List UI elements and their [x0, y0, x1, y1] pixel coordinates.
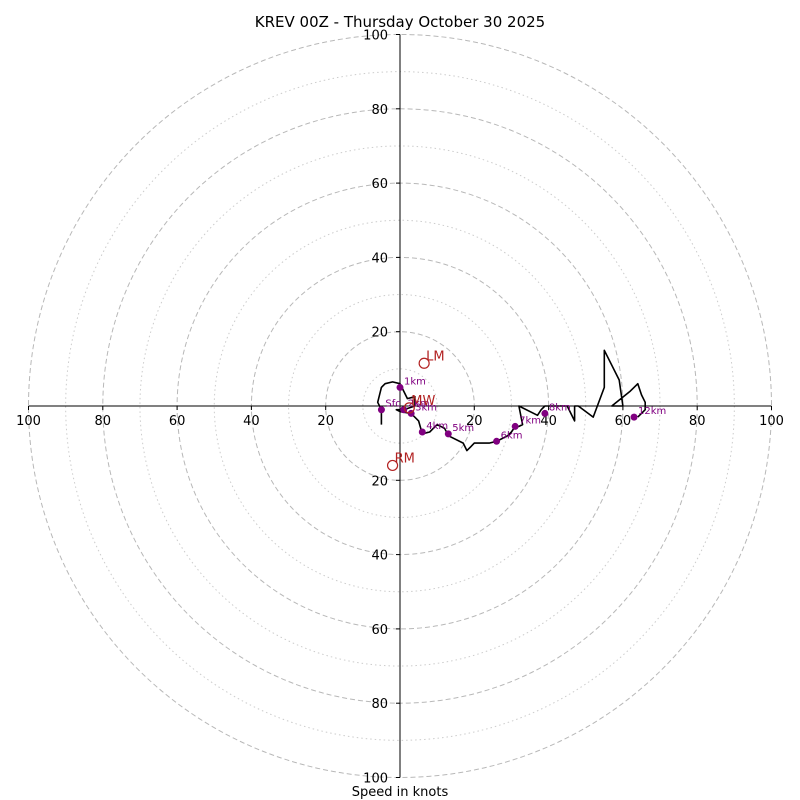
x-tick-label: 80: [689, 414, 706, 429]
motion-label-LM: LM: [426, 349, 444, 364]
height-label-2km: 2km: [408, 399, 430, 410]
height-marker-7km: [511, 422, 519, 430]
y-tick-label: 20: [371, 326, 388, 341]
y-tick-label: 100: [363, 772, 388, 787]
motion-marker-MW: [403, 402, 415, 414]
height-marker-1km: [396, 383, 404, 391]
y-tick-label: 40: [371, 251, 388, 266]
height-marker-5km: [444, 430, 452, 438]
x-tick-label: 20: [466, 414, 483, 429]
x-tick-label: 100: [16, 414, 41, 429]
height-label-6km: 6km: [501, 430, 523, 441]
height-label-8km: 8km: [549, 402, 571, 413]
height-marker-8km: [541, 409, 549, 417]
hodograph-trace-group: [376, 349, 647, 452]
x-tick-label: 40: [243, 414, 260, 429]
height-label-4km: 4km: [426, 421, 448, 432]
height-label-Sfc: Sfc: [385, 399, 400, 410]
motion-marker-LM: [418, 357, 430, 369]
height-marker-Sfc: [377, 406, 385, 414]
y-tick-label: 60: [371, 177, 388, 192]
height-label-7km: 7km: [519, 415, 541, 426]
x-tick-label: 80: [95, 414, 112, 429]
y-tick-label: 80: [371, 697, 388, 712]
height-marker-4km: [418, 428, 426, 436]
y-tick-label: 20: [371, 474, 388, 489]
storm-motion-markers: LM RM MW: [386, 349, 445, 472]
x-tick-labels: 100 80 60 40 20 20 40 60 80 100: [16, 406, 784, 429]
y-tick-labels: 100 80 60 40 20 20 40 60 80 100: [363, 29, 400, 787]
height-marker-12km: [630, 413, 638, 421]
y-tick-label: 60: [371, 623, 388, 638]
motion-marker-RM: [386, 459, 399, 472]
x-tick-label: 60: [615, 414, 632, 429]
height-label-12km: 12km: [638, 406, 666, 417]
chart-title: KREV 00Z - Thursday October 30 2025: [255, 13, 545, 31]
x-tick-label: 20: [317, 414, 334, 429]
x-axis-label: Speed in knots: [352, 785, 449, 800]
height-label-3km: 3km: [415, 402, 437, 413]
y-tick-label: 100: [363, 29, 388, 44]
hodograph-trace: [376, 349, 647, 452]
x-tick-label: 60: [169, 414, 186, 429]
x-tick-label: 40: [540, 414, 557, 429]
motion-label-MW: MW: [411, 394, 435, 409]
height-marker-6km: [493, 437, 501, 445]
axes: [28, 34, 772, 778]
motion-label-RM: RM: [395, 451, 415, 466]
height-label-1km: 1km: [404, 376, 426, 387]
y-tick-label: 40: [371, 549, 388, 564]
height-label-5km: 5km: [452, 423, 474, 434]
x-tick-label: 100: [759, 414, 784, 429]
y-tick-label: 80: [371, 103, 388, 118]
